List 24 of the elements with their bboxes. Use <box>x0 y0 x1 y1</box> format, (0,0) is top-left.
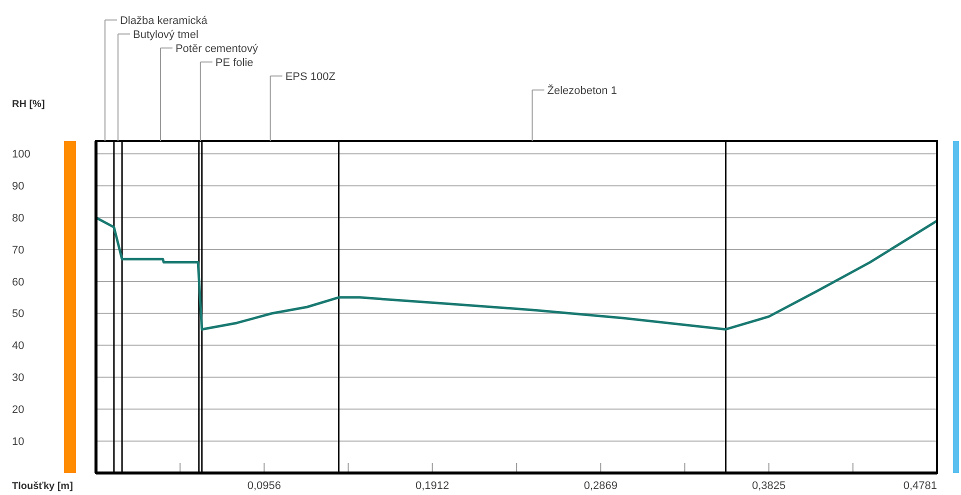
y-tick-label: 90 <box>12 180 24 193</box>
line-series <box>94 216 938 331</box>
text: Železobeton 1 <box>547 84 617 97</box>
text: Dlažba keramická <box>120 14 208 27</box>
y-tick-label: 80 <box>12 212 24 224</box>
y-tick-label: 70 <box>12 244 24 256</box>
y-axis-title: RH [%] <box>12 99 45 110</box>
y-tick-label: 30 <box>12 372 24 384</box>
y-tick-label: 10 <box>12 436 24 448</box>
y-tick-label: 60 <box>12 276 24 288</box>
y-tick-label: 50 <box>12 308 24 320</box>
x-tick-label: 0,3825 <box>752 480 786 492</box>
x-tick-label: 0,2869 <box>584 480 618 492</box>
x-tick-label: 0,0956 <box>247 480 281 492</box>
y-tick-label: 100 <box>12 148 30 161</box>
text: Potěr cementový <box>175 42 259 55</box>
x-axis-title: Tloušťky [m] <box>12 481 73 492</box>
text: EPS 100Z <box>285 70 336 83</box>
x-tick-label: 0,4781 <box>903 480 937 492</box>
y-tick-label: 40 <box>12 340 24 352</box>
y-tick-label: 20 <box>12 404 24 416</box>
text: Butylový tmel <box>132 28 198 41</box>
x-tick-label: 0,1912 <box>416 480 450 492</box>
text: PE folie <box>215 56 254 69</box>
